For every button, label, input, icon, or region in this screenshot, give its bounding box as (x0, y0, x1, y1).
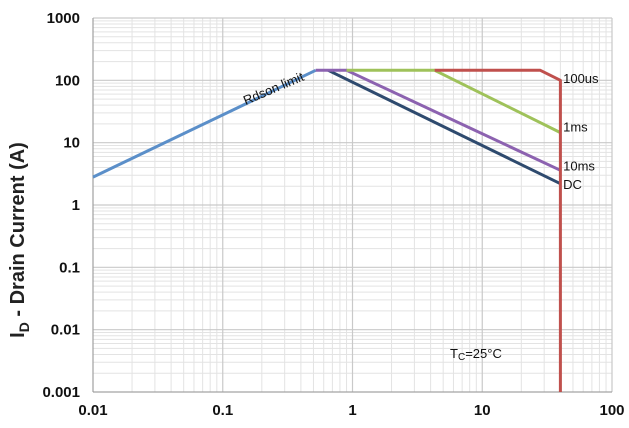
x-tick-label: 1 (348, 402, 356, 419)
y-tick-label: 0.1 (59, 259, 80, 276)
annotation-1ms: 1ms (563, 120, 588, 135)
x-tick-label: 10 (474, 402, 491, 419)
x-tick-label: 0.01 (78, 402, 107, 419)
y-axis-label: ID - Drain Current (A) (7, 142, 32, 338)
x-tick-label: 100 (599, 402, 624, 419)
x-tick-label: 0.1 (212, 402, 233, 419)
annotation-10ms: 10ms (563, 158, 595, 173)
y-tick-label: 10 (63, 135, 80, 152)
annotation-100us: 100us (563, 71, 599, 86)
y-tick-label: 100 (55, 72, 80, 89)
y-tick-label: 1 (72, 197, 80, 214)
annotation-rdson-limit: Rdson limit (241, 69, 306, 108)
annotations: Rdson limit 100us 1ms 10ms DC (241, 69, 599, 192)
y-tick-label: 1000 (47, 10, 80, 27)
annotation-dc: DC (563, 177, 582, 192)
y-tick-label: 0.01 (51, 322, 80, 339)
y-tick-label: 0.001 (42, 384, 80, 401)
series-dc-line (328, 70, 560, 183)
temperature-condition: TC=25°C (450, 346, 502, 363)
